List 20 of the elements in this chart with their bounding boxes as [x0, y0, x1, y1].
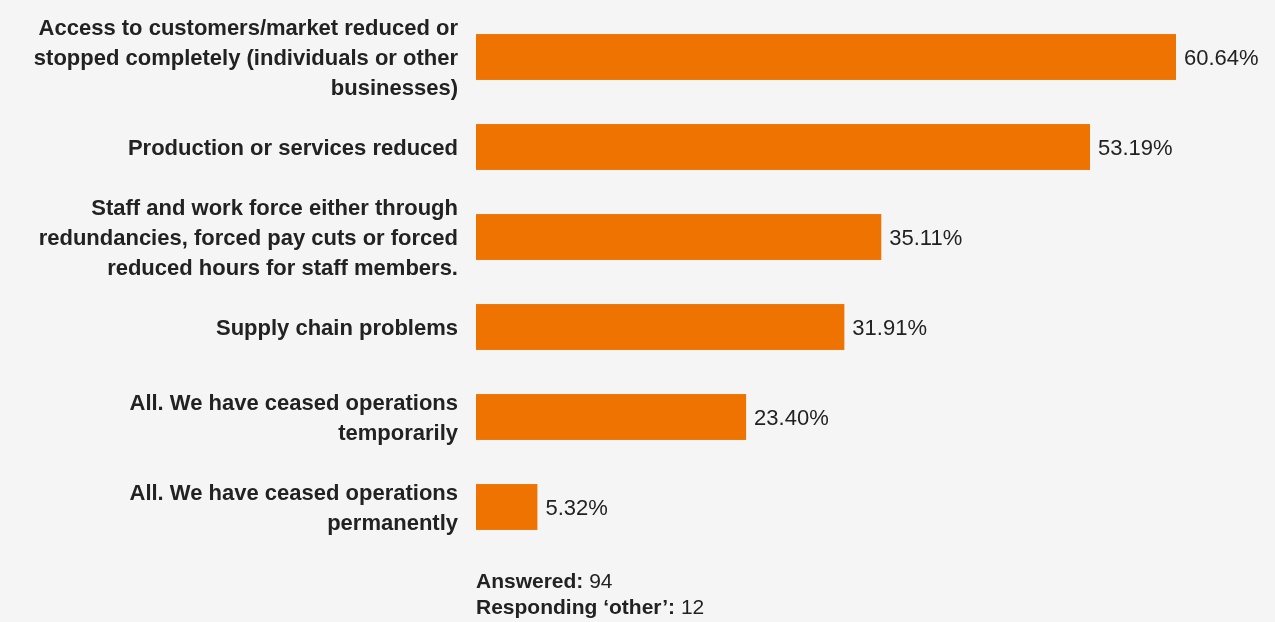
- y-tick-label: Supply chain problems: [215, 315, 458, 340]
- text: Answered: 94: [476, 569, 613, 592]
- bar: [476, 124, 1090, 170]
- data-label: 5.32%: [545, 495, 608, 520]
- y-tick-label: Access to customers/market reduced or stopped completely (individuals or other businesses): [33, 15, 459, 100]
- y-tick-label: Production or services reduced: [127, 135, 458, 160]
- data-label: 23.40%: [754, 405, 829, 430]
- data-label: 60.64%: [1184, 45, 1259, 70]
- bar: [476, 394, 747, 440]
- data-label: 53.19%: [1098, 135, 1173, 160]
- y-tick-label: Staff and work force either through redundancies, forced pay cuts or forced reduced hours for staff members.: [38, 195, 458, 280]
- bar: [476, 304, 845, 350]
- data-label: 35.11%: [889, 225, 963, 250]
- bar: [476, 34, 1176, 80]
- y-tick-label: All. We have ceased operations temporarily: [129, 390, 459, 445]
- bar: [476, 484, 538, 530]
- bar: [476, 214, 882, 260]
- y-tick-label: All. We have ceased operations permanently: [129, 480, 459, 535]
- data-label: 31.91%: [852, 315, 927, 340]
- text: Responding ‘other’: 12: [476, 595, 705, 618]
